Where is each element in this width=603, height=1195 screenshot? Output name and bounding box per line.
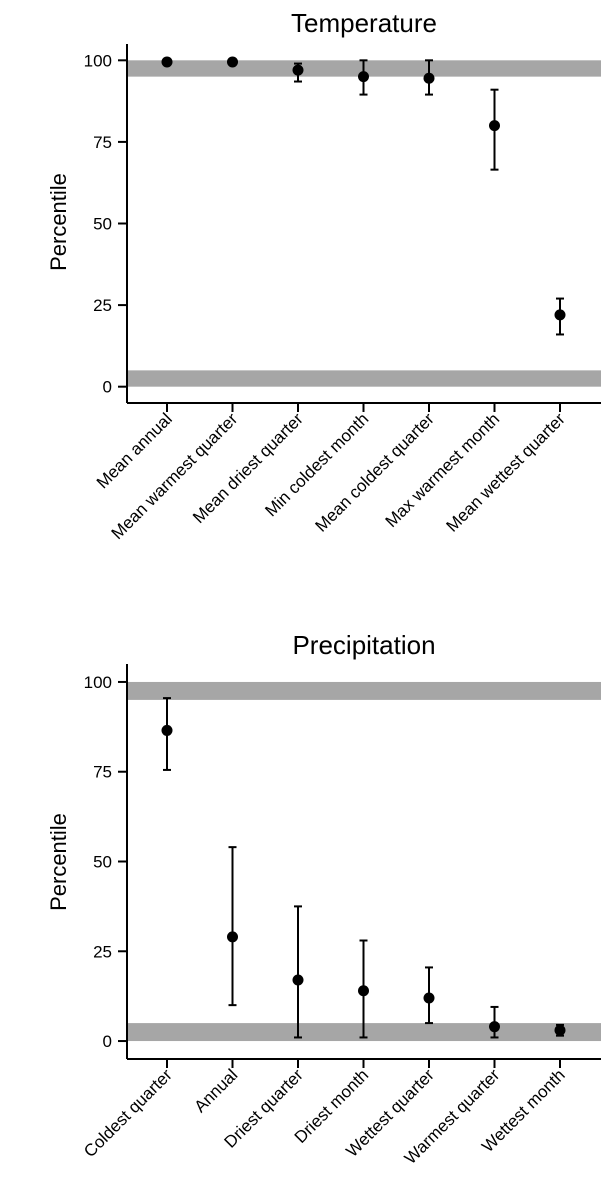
temperature-reference-band-lower <box>127 370 601 387</box>
precipitation-y-tick-label: 50 <box>93 853 112 872</box>
precipitation-y-tick-label: 25 <box>93 942 112 961</box>
temperature-x-tick-label: Max warmest month <box>382 409 504 531</box>
precipitation-reference-band-upper <box>127 681 601 700</box>
temperature-data-point <box>554 309 566 321</box>
temperature-y-tick-label: 25 <box>93 296 112 315</box>
temperature-data-point <box>358 71 369 83</box>
precipitation-data-point <box>358 985 369 997</box>
temperature-x-tick-label: Mean warmest quarter <box>108 409 242 543</box>
precipitation-data-point <box>292 974 304 986</box>
temperature-data-point <box>161 56 173 68</box>
precipitation-data-point <box>554 1024 566 1036</box>
precipitation-y-tick-label: 100 <box>84 673 112 692</box>
precipitation-data-point <box>161 724 173 736</box>
temperature-x-tick-label: Mean coldest quarter <box>311 409 438 536</box>
temperature-y-tick-label: 50 <box>93 215 112 234</box>
temperature-data-point <box>423 72 435 84</box>
temperature-y-axis-label: Percentile <box>46 173 71 271</box>
precipitation-data-point <box>489 1021 500 1033</box>
temperature-data-point <box>227 56 238 68</box>
precipitation-data-point <box>423 992 435 1004</box>
precipitation-y-axis-label: Percentile <box>46 813 71 911</box>
temperature-x-tick-label: Mean driest quarter <box>189 409 307 527</box>
temperature-y-tick-label: 0 <box>103 378 112 397</box>
temperature-data-point <box>292 64 304 76</box>
precipitation-y-tick-label: 75 <box>93 763 112 782</box>
precipitation-x-tick-label: Annual <box>190 1065 241 1116</box>
precipitation-data-point <box>227 931 238 943</box>
temperature-title: Temperature <box>291 8 437 38</box>
precipitation-y-tick-label: 0 <box>103 1032 112 1051</box>
precipitation-title: Precipitation <box>292 630 435 660</box>
precipitation-panel: Precipitation Percentile 0 25 50 75 100 Colde… <box>46 630 601 1168</box>
temperature-x-tick-label: Mean wettest quarter <box>442 409 569 536</box>
temperature-y-tick-label: 75 <box>93 133 112 152</box>
temperature-data-point <box>489 120 500 132</box>
precipitation-x-tick-label: Coldest quarter <box>80 1065 176 1161</box>
temperature-y-tick-label: 100 <box>84 51 112 70</box>
